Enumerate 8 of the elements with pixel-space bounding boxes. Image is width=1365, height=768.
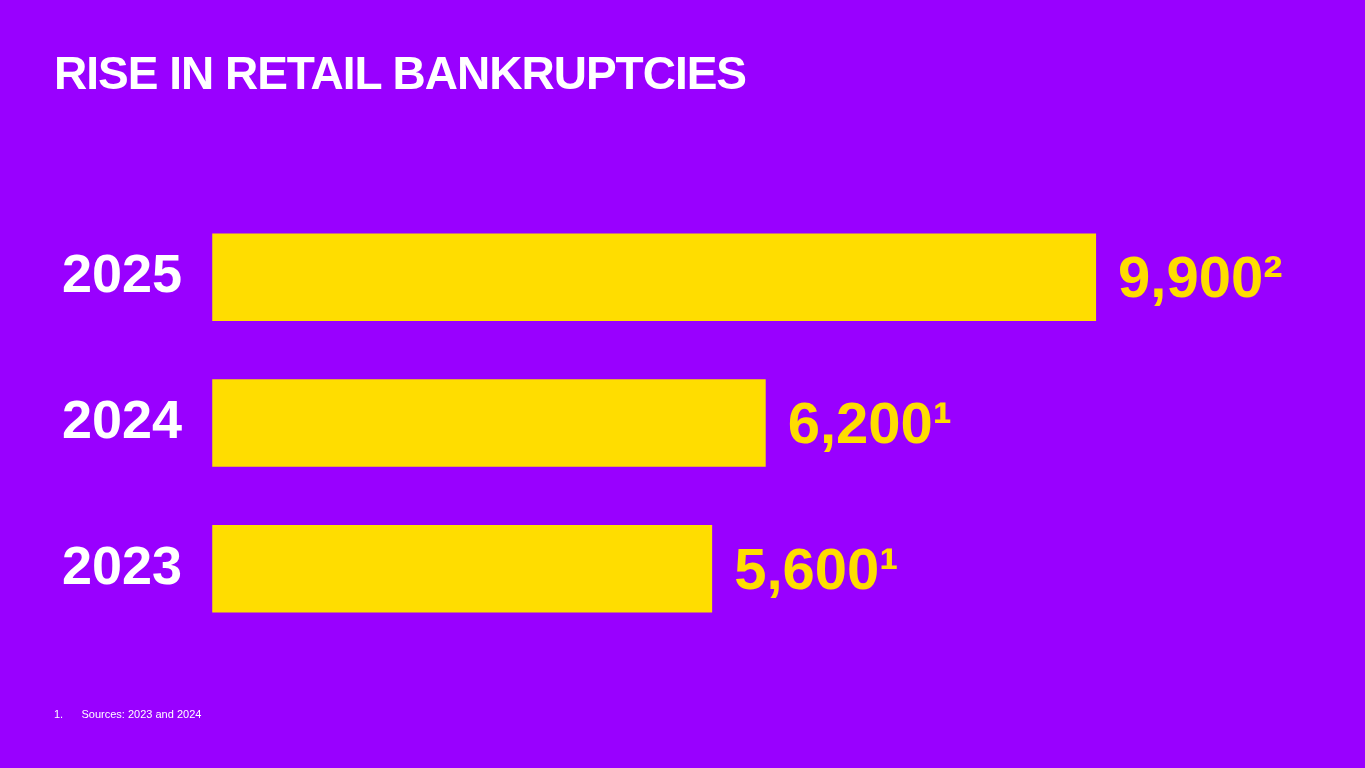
chart-title: RISE IN RETAIL BANKRUPTCIES [54,46,747,100]
y-tick-label: 2024 [61,388,183,449]
text: 1. Sources: 2023 and 2024 [54,708,202,721]
data-label: 9,900² [1118,244,1283,310]
data-label: 5,600¹ [734,535,899,601]
y-tick-label: 2025 [61,243,183,304]
y-tick-label: 2023 [61,534,183,595]
data-label: 6,200¹ [787,390,953,455]
